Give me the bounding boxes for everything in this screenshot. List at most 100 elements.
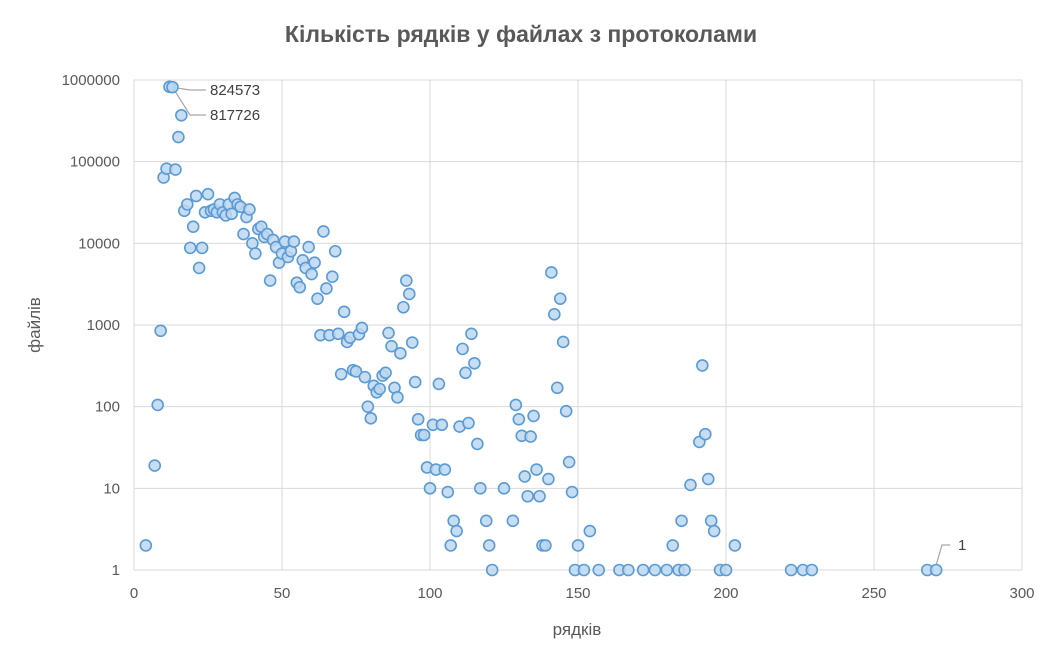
x-axis-title: рядків: [553, 620, 602, 639]
data-point: [784, 563, 798, 577]
data-point: [719, 563, 733, 577]
data-point: [450, 524, 463, 538]
data-point: [707, 524, 721, 538]
data-point: [249, 247, 262, 260]
data-point: [382, 326, 395, 340]
data-point: [441, 485, 455, 499]
data-point: [186, 220, 200, 233]
data-point: [408, 375, 422, 389]
y-tick-label: 10: [103, 480, 120, 497]
data-point: [355, 321, 369, 335]
data-point: [423, 482, 437, 495]
data-point: [293, 280, 307, 294]
data-point: [139, 539, 153, 552]
data-point: [172, 130, 185, 144]
y-tick-label: 10000: [78, 235, 120, 252]
data-point: [175, 108, 188, 122]
annotation-leaders: [169, 86, 950, 566]
annotation-label: 824573: [210, 82, 260, 99]
data-point: [675, 514, 688, 528]
data-point: [379, 366, 392, 380]
data-point: [305, 267, 318, 281]
data-point: [512, 413, 526, 426]
x-tick-labels: 0 50 100 150 200 250 300: [130, 585, 1035, 602]
data-point: [462, 416, 475, 430]
data-point: [169, 163, 182, 176]
data-point: [506, 514, 520, 528]
data-point: [337, 305, 351, 319]
data-point: [583, 524, 597, 538]
data-point: [929, 563, 943, 577]
data-point: [701, 472, 715, 486]
data-point: [556, 335, 570, 349]
data-point: [302, 240, 315, 254]
data-point: [559, 404, 573, 418]
data-point: [180, 198, 194, 211]
data-point: [402, 287, 416, 301]
gridlines: [133, 79, 1023, 571]
data-point: [192, 261, 206, 275]
data-point: [698, 427, 712, 441]
data-point: [474, 482, 487, 495]
annotation-label: 817726: [210, 107, 260, 124]
x-tick-label: 150: [565, 585, 590, 602]
data-point: [518, 470, 532, 483]
y-tick-label: 100: [95, 399, 120, 416]
data-point: [326, 270, 339, 284]
data-point: [459, 366, 472, 380]
data-point: [432, 377, 446, 391]
data-point: [331, 327, 345, 341]
data-point: [728, 539, 742, 552]
data-point: [349, 365, 363, 378]
data-point: [154, 324, 167, 338]
data-point: [704, 514, 718, 528]
data-point: [334, 367, 348, 381]
data-point: [328, 244, 342, 258]
data-point: [550, 381, 564, 395]
annotation-label: 1: [958, 537, 966, 554]
annotation-leader: [171, 86, 206, 116]
data-point: [243, 203, 256, 216]
x-tick-label: 0: [130, 585, 138, 602]
data-point: [577, 563, 591, 577]
data-point: [246, 237, 259, 250]
x-tick-label: 250: [861, 585, 886, 602]
data-point: [151, 398, 164, 412]
data-point: [548, 308, 561, 321]
data-point: [373, 382, 386, 396]
y-axis-title: файлів: [25, 297, 44, 353]
y-tick-label: 1000: [87, 317, 120, 334]
data-point: [385, 339, 398, 353]
data-point: [308, 256, 321, 269]
data-point: [201, 187, 215, 201]
data-point: [364, 412, 378, 425]
data-point: [592, 563, 606, 577]
data-point: [684, 478, 697, 492]
data-point: [482, 539, 496, 552]
data-point: [397, 300, 410, 314]
data-point: [287, 235, 301, 248]
data-point: [444, 539, 458, 552]
data-point: [509, 398, 523, 412]
data-point: [678, 563, 691, 577]
data-point: [317, 225, 330, 238]
data-point: [696, 359, 709, 372]
chart-title: Кількість рядків у файлах з протоколами: [285, 21, 757, 47]
data-point: [456, 342, 469, 356]
data-point: [527, 409, 540, 423]
data-point: [660, 563, 674, 577]
data-point: [311, 292, 324, 305]
data-point: [553, 292, 567, 305]
data-point: [411, 413, 425, 426]
data-point: [195, 241, 209, 255]
data-point: [400, 274, 413, 287]
data-point: [468, 356, 481, 370]
data-point: [471, 437, 484, 451]
data-point: [571, 539, 585, 552]
data-point: [562, 455, 576, 469]
data-point: [166, 80, 179, 94]
data-point: [524, 430, 537, 443]
data-point: [805, 563, 819, 577]
